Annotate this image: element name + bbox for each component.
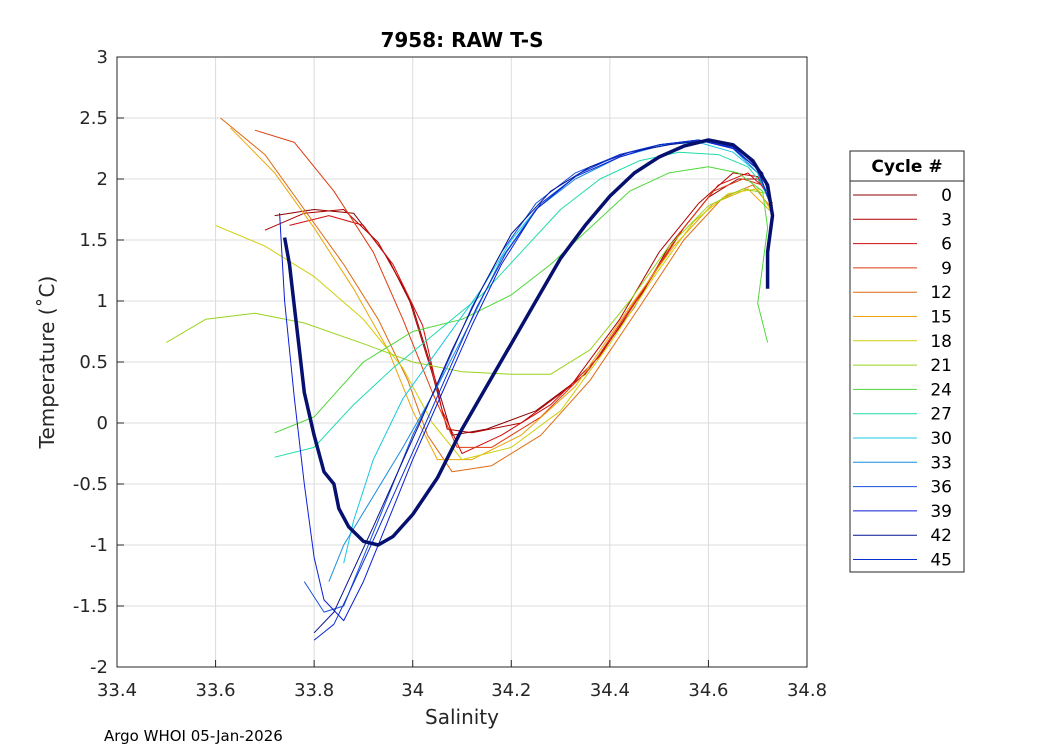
y-tick-label: 2.5 (79, 108, 108, 129)
y-tick-label: 0.5 (79, 352, 108, 373)
y-tick-label: 2 (97, 169, 108, 190)
x-tick-label: 33.6 (196, 680, 236, 701)
plot-area: 33.4 33.6 33.8 34 34.2 34.4 34.6 34.8 -2-1.5-1-… (73, 47, 827, 701)
legend-label-cycle-15: 15 (930, 308, 952, 328)
series-line-cycle-45 (313, 139, 773, 641)
series-line-cycle-9 (254, 129, 773, 448)
legend-label-cycle-18: 18 (930, 332, 952, 352)
y-tick-label: -0.5 (73, 474, 108, 495)
legend-label-cycle-12: 12 (930, 283, 952, 303)
legend-label-cycle-27: 27 (930, 405, 952, 425)
legend-label-cycle-45: 45 (930, 551, 952, 571)
x-tick-label: 33.4 (97, 680, 137, 701)
legend-label-cycle-30: 30 (930, 429, 952, 449)
series-line-cycle-24 (274, 166, 769, 434)
series-layer (166, 117, 775, 641)
series-line-cycle-6 (289, 172, 773, 454)
x-tick-label: 34.4 (590, 680, 630, 701)
y-tick-label: -1 (90, 535, 108, 556)
series-line-cycle-12 (220, 117, 773, 473)
y-tick-label: 1.5 (79, 230, 108, 251)
x-tick-label: 34.8 (787, 680, 827, 701)
x-tick-label: 34.6 (688, 680, 728, 701)
chart-title: 7958: RAW T-S (380, 28, 543, 52)
y-tick-label: 1 (97, 291, 108, 312)
legend-label-cycle-3: 3 (941, 210, 952, 230)
series-line-cycle-27 (274, 151, 773, 458)
y-axis-ticks: -2 -1.5 -1 -0.5 0 0.5 1 1.5 2 2.5 3 (73, 47, 124, 678)
legend-label-cycle-39: 39 (930, 502, 952, 522)
legend-box (849, 150, 965, 573)
y-tick-label: 3 (97, 47, 108, 68)
series-line-cycle-18 (215, 188, 773, 461)
footer-credit: Argo WHOI 05-Jan-2026 (104, 727, 283, 745)
legend-label-cycle-33: 33 (930, 453, 952, 473)
y-tick-label: 0 (97, 413, 108, 434)
legend-label-cycle-24: 24 (930, 380, 952, 400)
legend-label-cycle-0: 0 (941, 186, 952, 206)
series-line-cycle-21 (166, 188, 773, 375)
x-tick-label: 34.2 (491, 680, 531, 701)
x-tick-label: 34 (401, 680, 424, 701)
legend-title: Cycle # (871, 157, 942, 177)
legend-label-cycle-6: 6 (941, 235, 952, 255)
legend-label-cycle-9: 9 (941, 259, 952, 279)
legend-label-cycle-21: 21 (930, 356, 952, 376)
series-line-latest-cycle (282, 138, 775, 547)
x-axis-label: Salinity (425, 705, 499, 729)
y-axis-label: Temperature (˚C) (35, 276, 59, 450)
x-tick-label: 33.8 (294, 680, 334, 701)
series-line-cycle-15 (230, 127, 773, 461)
legend-label-cycle-36: 36 (930, 478, 952, 498)
x-axis-ticks: 33.4 33.6 33.8 34 34.2 34.4 34.6 34.8 (97, 660, 827, 701)
y-tick-label: -2 (90, 657, 108, 678)
y-tick-label: -1.5 (73, 596, 108, 617)
legend-label-cycle-42: 42 (930, 526, 952, 546)
